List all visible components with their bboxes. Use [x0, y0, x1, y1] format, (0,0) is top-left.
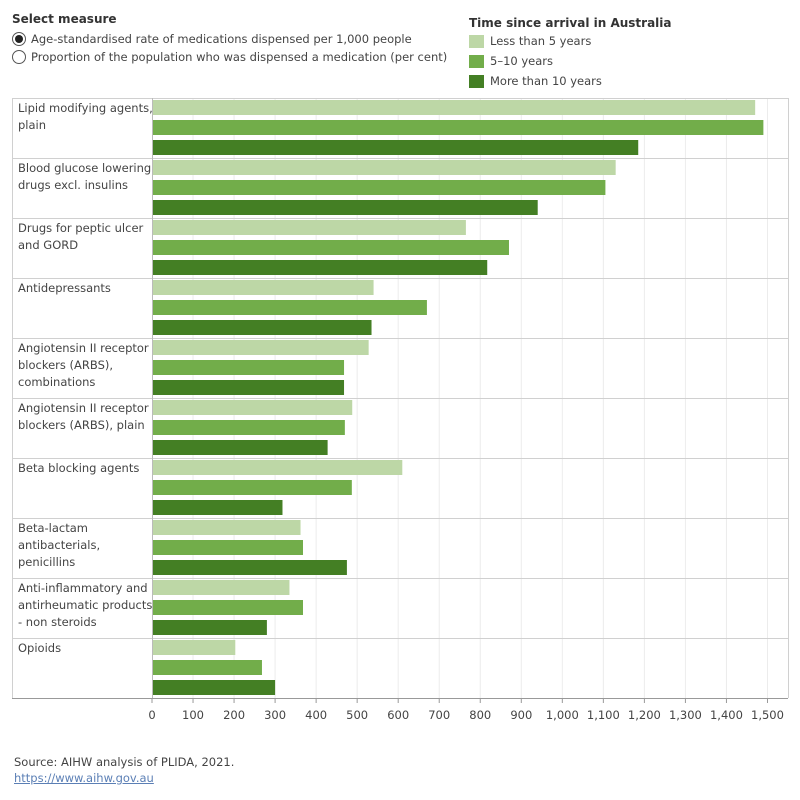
category-label-10-line-1: Opioids [18, 641, 61, 655]
bar-8-series-2 [153, 540, 303, 555]
bar-2-series-1 [153, 160, 616, 175]
radio-button-selected-icon[interactable] [12, 32, 26, 46]
category-label-4-line-1: Antidepressants [18, 281, 111, 295]
bar-1-series-1 [153, 100, 756, 115]
legend-item-5-10[interactable]: 5–10 years [469, 52, 553, 70]
category-label-5-line-1: Angiotensin II receptor [18, 341, 149, 355]
bar-9-series-3 [153, 620, 267, 635]
bar-1-series-3 [153, 140, 639, 155]
category-label-8-line-2: antibacterials, [18, 538, 100, 552]
bar-10-series-1 [153, 640, 236, 655]
bar-8-series-3 [153, 560, 347, 575]
legend-swatch-less-than-5 [469, 34, 484, 48]
x-tick-label-2: 200 [223, 708, 245, 722]
legend-label-more-than-10: More than 10 years [490, 74, 602, 88]
bar-7-series-1 [153, 460, 403, 475]
bar-7-series-3 [153, 500, 283, 515]
bar-4-series-3 [153, 320, 372, 335]
x-tick-label-6: 600 [387, 708, 409, 722]
legend-swatch-5-10 [469, 54, 484, 68]
bar-3-series-1 [153, 220, 466, 235]
category-label-1-line-1: Lipid modifying agents, [18, 101, 153, 115]
category-label-5-line-2: blockers (ARBS), [18, 358, 113, 372]
bar-9-series-1 [153, 580, 290, 595]
bar-2-series-3 [153, 200, 538, 215]
legend-title: Time since arrival in Australia [469, 16, 672, 30]
category-label-7-line-1: Beta blocking agents [18, 461, 139, 475]
x-tick-label-1: 100 [182, 708, 204, 722]
category-label-9-line-3: - non steroids [18, 615, 97, 629]
x-tick-label-7: 700 [428, 708, 450, 722]
category-label-9-line-1: Anti-inflammatory and [18, 581, 148, 595]
bar-4-series-1 [153, 280, 374, 295]
bar-10-series-3 [153, 680, 276, 695]
bar-6-series-2 [153, 420, 345, 435]
category-label-8-line-3: penicillins [18, 555, 75, 569]
x-tick-label-4: 400 [305, 708, 327, 722]
measure-option-rate-label: Age-standardised rate of medications dis… [31, 32, 412, 46]
bar-9-series-2 [153, 600, 303, 615]
legend-label-less-than-5: Less than 5 years [490, 34, 592, 48]
bar-5-series-3 [153, 380, 345, 395]
bar-5-series-1 [153, 340, 369, 355]
measure-option-proportion[interactable]: Proportion of the population who was dis… [12, 48, 447, 66]
legend-item-more-than-10[interactable]: More than 10 years [469, 72, 602, 90]
category-label-1-line-2: plain [18, 118, 46, 132]
x-tick-label-3: 300 [264, 708, 286, 722]
category-label-6-line-2: blockers (ARBS), plain [18, 418, 145, 432]
bar-7-series-2 [153, 480, 352, 495]
source-note: Source: AIHW analysis of PLIDA, 2021. [14, 755, 235, 769]
measure-selector-title: Select measure [12, 12, 117, 26]
category-label-3-line-2: and GORD [18, 238, 78, 252]
category-label-9-line-2: antirheumatic products [18, 598, 152, 612]
x-tick-label-10: 1,000 [546, 708, 579, 722]
bar-2-series-2 [153, 180, 606, 195]
category-label-5-line-3: combinations [18, 375, 95, 389]
bar-6-series-1 [153, 400, 353, 415]
x-tick-label-8: 800 [469, 708, 491, 722]
bar-8-series-1 [153, 520, 301, 535]
bar-5-series-2 [153, 360, 345, 375]
x-tick-label-14: 1,400 [710, 708, 743, 722]
legend-swatch-more-than-10 [469, 74, 484, 88]
x-tick-label-5: 500 [346, 708, 368, 722]
measure-option-proportion-label: Proportion of the population who was dis… [31, 50, 448, 64]
bar-1-series-2 [153, 120, 764, 135]
category-label-2-line-2: drugs excl. insulins [18, 178, 128, 192]
measure-option-rate[interactable]: Age-standardised rate of medications dis… [12, 30, 412, 48]
category-label-3-line-1: Drugs for peptic ulcer [18, 221, 144, 235]
bar-4-series-2 [153, 300, 427, 315]
bar-chart: Lipid modifying agents, plain Blood glucos… [12, 98, 789, 722]
legend-label-5-10: 5–10 years [490, 54, 554, 68]
category-label-8-line-1: Beta-lactam [18, 521, 88, 535]
legend-item-less-than-5[interactable]: Less than 5 years [469, 32, 591, 50]
x-tick-label-11: 1,100 [587, 708, 620, 722]
bar-3-series-2 [153, 240, 509, 255]
x-tick-label-13: 1,300 [669, 708, 702, 722]
category-label-6-line-1: Angiotensin II receptor [18, 401, 149, 415]
bar-6-series-3 [153, 440, 328, 455]
x-tick-label-0: 0 [148, 708, 155, 722]
radio-button-icon[interactable] [12, 50, 26, 64]
x-tick-label-12: 1,200 [628, 708, 661, 722]
x-tick-label-15: 1,500 [751, 708, 784, 722]
bar-10-series-2 [153, 660, 262, 675]
aihw-link[interactable]: https://www.aihw.gov.au [14, 771, 154, 785]
x-tick-label-9: 900 [510, 708, 532, 722]
category-label-2-line-1: Blood glucose lowering [18, 161, 151, 175]
bar-3-series-3 [153, 260, 488, 275]
